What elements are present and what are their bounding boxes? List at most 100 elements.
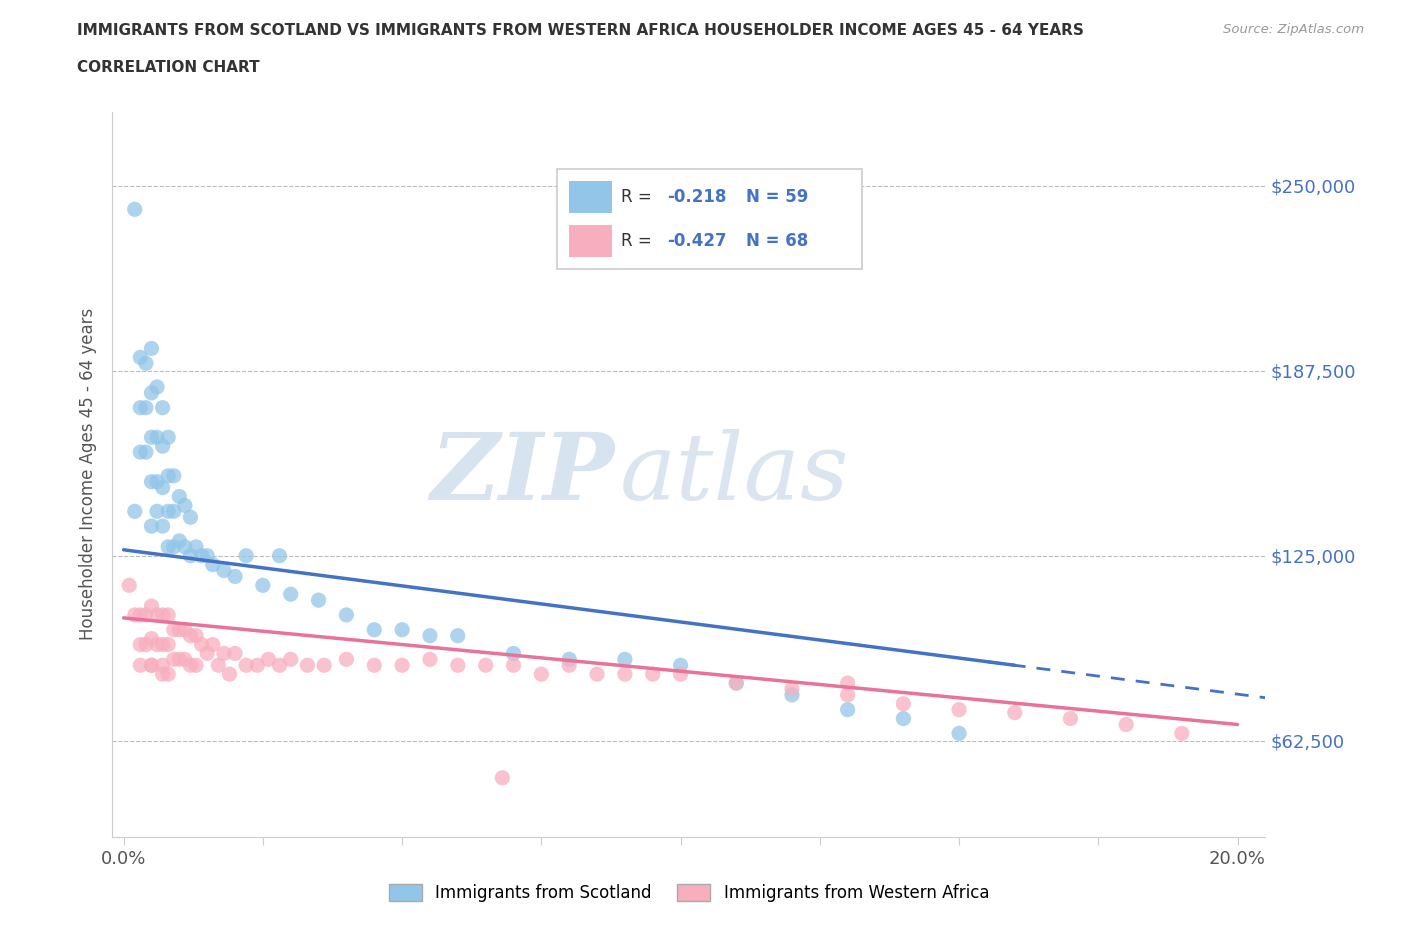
Point	[190, 637, 212, 652]
Point	[124, 504, 146, 519]
Point	[280, 652, 302, 667]
Point	[269, 549, 291, 564]
Point	[184, 658, 207, 672]
Point	[141, 519, 163, 534]
Point	[169, 489, 191, 504]
Point	[558, 658, 581, 672]
Point	[157, 667, 180, 682]
Point	[141, 658, 163, 672]
Point	[190, 549, 212, 564]
Point	[1059, 711, 1081, 726]
Point	[135, 607, 157, 622]
Point	[257, 652, 280, 667]
Point	[212, 563, 235, 578]
Point	[308, 592, 330, 607]
Point	[893, 697, 915, 711]
Point	[246, 658, 269, 672]
Point	[502, 646, 524, 661]
Point	[207, 658, 229, 672]
Point	[135, 400, 157, 415]
Bar	[569, 181, 612, 213]
Point	[163, 622, 186, 637]
Point	[447, 658, 470, 672]
Point	[146, 430, 169, 445]
Point	[141, 631, 163, 646]
Point	[613, 667, 636, 682]
Point	[491, 770, 513, 785]
Point	[269, 658, 291, 672]
Point	[152, 637, 174, 652]
Point	[141, 385, 163, 400]
Point	[725, 675, 748, 690]
Point	[195, 549, 218, 564]
Point	[169, 534, 191, 549]
Point	[163, 539, 186, 554]
Point	[224, 646, 246, 661]
Point	[146, 607, 169, 622]
Point	[163, 652, 186, 667]
Point	[948, 726, 970, 741]
Point	[280, 587, 302, 602]
Point	[146, 474, 169, 489]
Point	[141, 658, 163, 672]
Point	[129, 400, 152, 415]
Y-axis label: Householder Income Ages 45 - 64 years: Householder Income Ages 45 - 64 years	[79, 308, 97, 641]
FancyBboxPatch shape	[557, 169, 862, 269]
Point	[530, 667, 553, 682]
Point	[152, 607, 174, 622]
Point	[135, 445, 157, 459]
Point	[1171, 726, 1194, 741]
Text: ZIP: ZIP	[430, 430, 614, 519]
Text: atlas: atlas	[620, 430, 849, 519]
Point	[669, 658, 692, 672]
Text: CORRELATION CHART: CORRELATION CHART	[77, 60, 260, 75]
Point	[474, 658, 496, 672]
Point	[152, 519, 174, 534]
Point	[146, 637, 169, 652]
Point	[129, 607, 152, 622]
Point	[173, 652, 195, 667]
Point	[135, 356, 157, 371]
Point	[558, 652, 581, 667]
Point	[173, 539, 195, 554]
Point	[586, 667, 609, 682]
Point	[129, 637, 152, 652]
Point	[201, 557, 224, 572]
Point	[146, 379, 169, 394]
Text: R =: R =	[621, 232, 657, 250]
Point	[124, 202, 146, 217]
Text: R =: R =	[621, 188, 657, 206]
Point	[297, 658, 319, 672]
Point	[179, 549, 201, 564]
Point	[169, 622, 191, 637]
Point	[179, 658, 201, 672]
Point	[419, 629, 441, 644]
Point	[141, 474, 163, 489]
Point	[235, 549, 257, 564]
Point	[179, 510, 201, 525]
Point	[157, 607, 180, 622]
Point	[157, 539, 180, 554]
Point	[152, 439, 174, 454]
Point	[157, 469, 180, 484]
Point	[118, 578, 141, 592]
Point	[169, 652, 191, 667]
Point	[948, 702, 970, 717]
Point	[173, 498, 195, 512]
Point	[157, 504, 180, 519]
Point	[1115, 717, 1137, 732]
Point	[141, 599, 163, 614]
Text: IMMIGRANTS FROM SCOTLAND VS IMMIGRANTS FROM WESTERN AFRICA HOUSEHOLDER INCOME AG: IMMIGRANTS FROM SCOTLAND VS IMMIGRANTS F…	[77, 23, 1084, 38]
Point	[157, 637, 180, 652]
Point	[152, 400, 174, 415]
Point	[224, 569, 246, 584]
Text: Source: ZipAtlas.com: Source: ZipAtlas.com	[1223, 23, 1364, 36]
Point	[641, 667, 664, 682]
Point	[725, 675, 748, 690]
Point	[152, 480, 174, 495]
Point	[391, 658, 413, 672]
Point	[152, 658, 174, 672]
Point	[163, 469, 186, 484]
Point	[335, 607, 357, 622]
Point	[163, 504, 186, 519]
